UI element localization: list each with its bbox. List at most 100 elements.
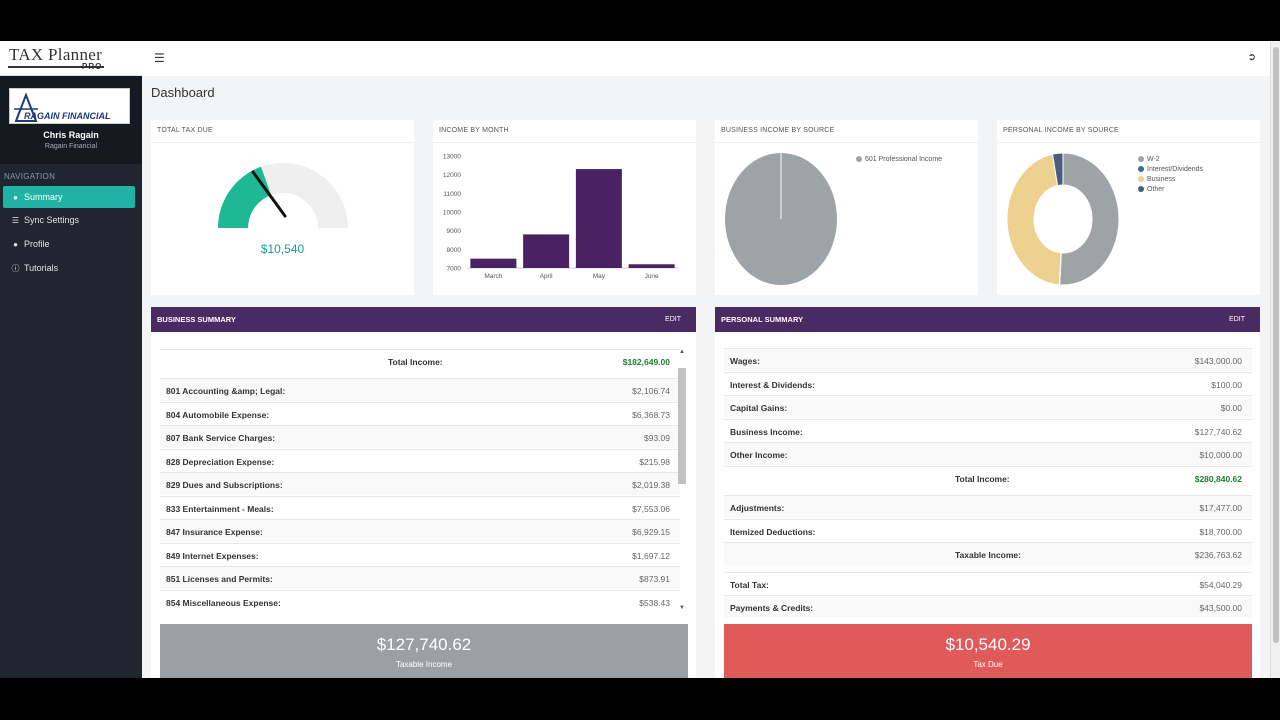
table-row: 829 Dues and Subscriptions: $2,019.38 [160,472,680,495]
row-label: 851 Licenses and Permits: [166,574,273,584]
bar [628,264,675,268]
user-icon: ● [13,239,18,249]
table-row: 854 Miscellaneous Expense: $538.43 [160,589,680,613]
row-value: $2,019.38 [632,480,670,490]
tax-gauge [218,163,348,228]
table-row: Capital Gains: $0.00 [724,395,1252,418]
page-scrollbar[interactable] [1270,41,1280,678]
row-value: $215.98 [639,456,670,467]
row-value: $2,106.74 [632,386,670,396]
logo-swoosh [8,66,104,68]
page-scrollbar-thumb[interactable] [1273,47,1279,643]
card-income-by-month: INCOME BY MONTH 7000 8000 9000 10000 11000 12… [433,120,696,295]
x-tick-label: May [593,273,606,280]
sidebar-item-tutorials[interactable]: ⓘ Tutorials [3,257,135,279]
row-value: $18,700.00 [1199,526,1242,537]
row-label: Business Income: [730,426,803,437]
table-row: Itemized Deductions: $18,700.00 [724,518,1252,542]
card-title: INCOME BY MONTH [439,127,509,134]
y-tick-label: 9000 [447,228,462,235]
row-value: $0.00 [1220,403,1242,413]
row-value: $43,500.00 [1199,603,1242,613]
list-icon: ☰ [11,215,20,225]
total-tax-value: $10,540 [260,242,305,256]
legend-swatch [1138,176,1144,182]
business-edit-button[interactable]: EDIT [665,316,681,323]
table-row: 828 Depreciation Expense: $215.98 [160,448,680,472]
logo-text: TAX Planner [9,45,102,65]
logo-text-left: TAX [9,45,44,64]
sidebar: TAX Planner PRO RAGAIN FINANCIAL Chris R… [0,41,142,678]
bar [523,234,570,268]
row-value: $7,553.06 [632,503,670,514]
row-value: $10,000.00 [1199,450,1242,460]
scroll-down-arrow-icon[interactable]: ▼ [679,605,685,611]
menu-toggle-icon[interactable]: ☰ [154,51,165,65]
business-summary-table: Total Income: $182,649.00 801 Accounting… [160,349,680,615]
row-label: 828 Depreciation Expense: [166,456,275,467]
gauge-needle [251,170,287,218]
table-row: 804 Automobile Expense: $6,368.73 [160,401,680,425]
company-logo: RAGAIN FINANCIAL [9,88,130,124]
legend-swatch [1138,156,1144,162]
row-value: $236,763.62 [1194,550,1242,560]
business-table-scrollbar[interactable]: ▲ ▼ [678,349,686,615]
x-tick-label: April [540,273,554,280]
table-row-total-income: Total Income: $182,649.00 [160,349,680,372]
scroll-up-arrow-icon[interactable]: ▲ [679,349,685,355]
legend-entry: W-2 [1147,156,1160,163]
legend-entry: 601 Professional Income [865,156,943,163]
row-label: Other Income: [730,450,788,460]
personal-edit-button[interactable]: EDIT [1229,316,1245,323]
card-title: BUSINESS INCOME BY SOURCE [721,127,835,134]
app-frame: TAX Planner PRO RAGAIN FINANCIAL Chris R… [0,41,1280,678]
user-company: Ragain Financial [44,143,98,150]
x-tick-label: June [645,273,659,280]
panel-title: PERSONAL SUMMARY [721,315,804,324]
row-value: $127,740.62 [1194,426,1242,437]
banner-amount: $10,540.29 [945,635,1031,654]
card-business-income-by-source: BUSINESS INCOME BY SOURCE 601 Profession… [715,120,978,295]
table-row: Total Tax: $54,040.29 [724,571,1252,595]
card-personal-income-by-source: PERSONAL INCOME BY SOURCE W-2 Interest/Di… [997,120,1260,295]
row-label: Taxable Income: [955,550,1021,560]
row-label: Total Income: [955,473,1010,484]
row-label: 807 Bank Service Charges: [166,433,276,443]
business-income-pie [725,153,862,285]
table-row: 849 Internet Expenses: $1,697.12 [160,542,680,566]
row-label: Adjustments: [730,503,785,513]
company-logo-text: RAGAIN FINANCIAL [24,111,111,121]
y-tick-label: 7000 [447,266,462,273]
row-label: Interest & Dividends: [730,379,816,390]
row-value: $54,040.29 [1199,579,1242,590]
logout-icon[interactable]: ➲ [1247,52,1256,63]
top-bar: ☰ ➲ [142,41,1270,76]
donut-slice [1006,153,1062,286]
sidebar-item-label: Tutorials [24,263,59,273]
y-tick-label: 11000 [443,191,461,198]
business-table-scroll-thumb[interactable] [678,368,686,484]
row-label: Wages: [730,356,760,366]
taxable-income-banner: $127,740.62 Taxable Income [160,624,688,678]
row-label: Itemized Deductions: [730,526,816,537]
legend-swatch [1138,166,1144,172]
app-logo[interactable]: TAX Planner PRO [0,41,142,76]
table-row: Other Income: $10,000.00 [724,442,1252,465]
gauge-fill [218,166,272,228]
bar [470,258,517,268]
row-label: 804 Automobile Expense: [166,409,270,420]
row-value: $6,929.15 [632,527,670,537]
sidebar-item-profile[interactable]: ● Profile [3,233,135,255]
logo-text-right: Planner [48,45,103,64]
panel-title: BUSINESS SUMMARY [157,315,236,324]
personal-income-donut [1006,152,1144,286]
banner-label: Tax Due [973,660,1003,669]
table-row: 851 Licenses and Permits: $873.91 [160,566,680,589]
tax-due-banner: $10,540.29 Tax Due [724,624,1252,678]
panel-header: PERSONAL SUMMARY EDIT [715,307,1260,332]
sidebar-item-sync-settings[interactable]: ☰ Sync Settings [3,209,135,231]
table-row: Business Income: $127,740.62 [724,418,1252,442]
sidebar-item-summary[interactable]: ● Summary [3,186,135,208]
sidebar-item-label: Sync Settings [24,215,80,225]
y-tick-label: 10000 [443,210,461,217]
